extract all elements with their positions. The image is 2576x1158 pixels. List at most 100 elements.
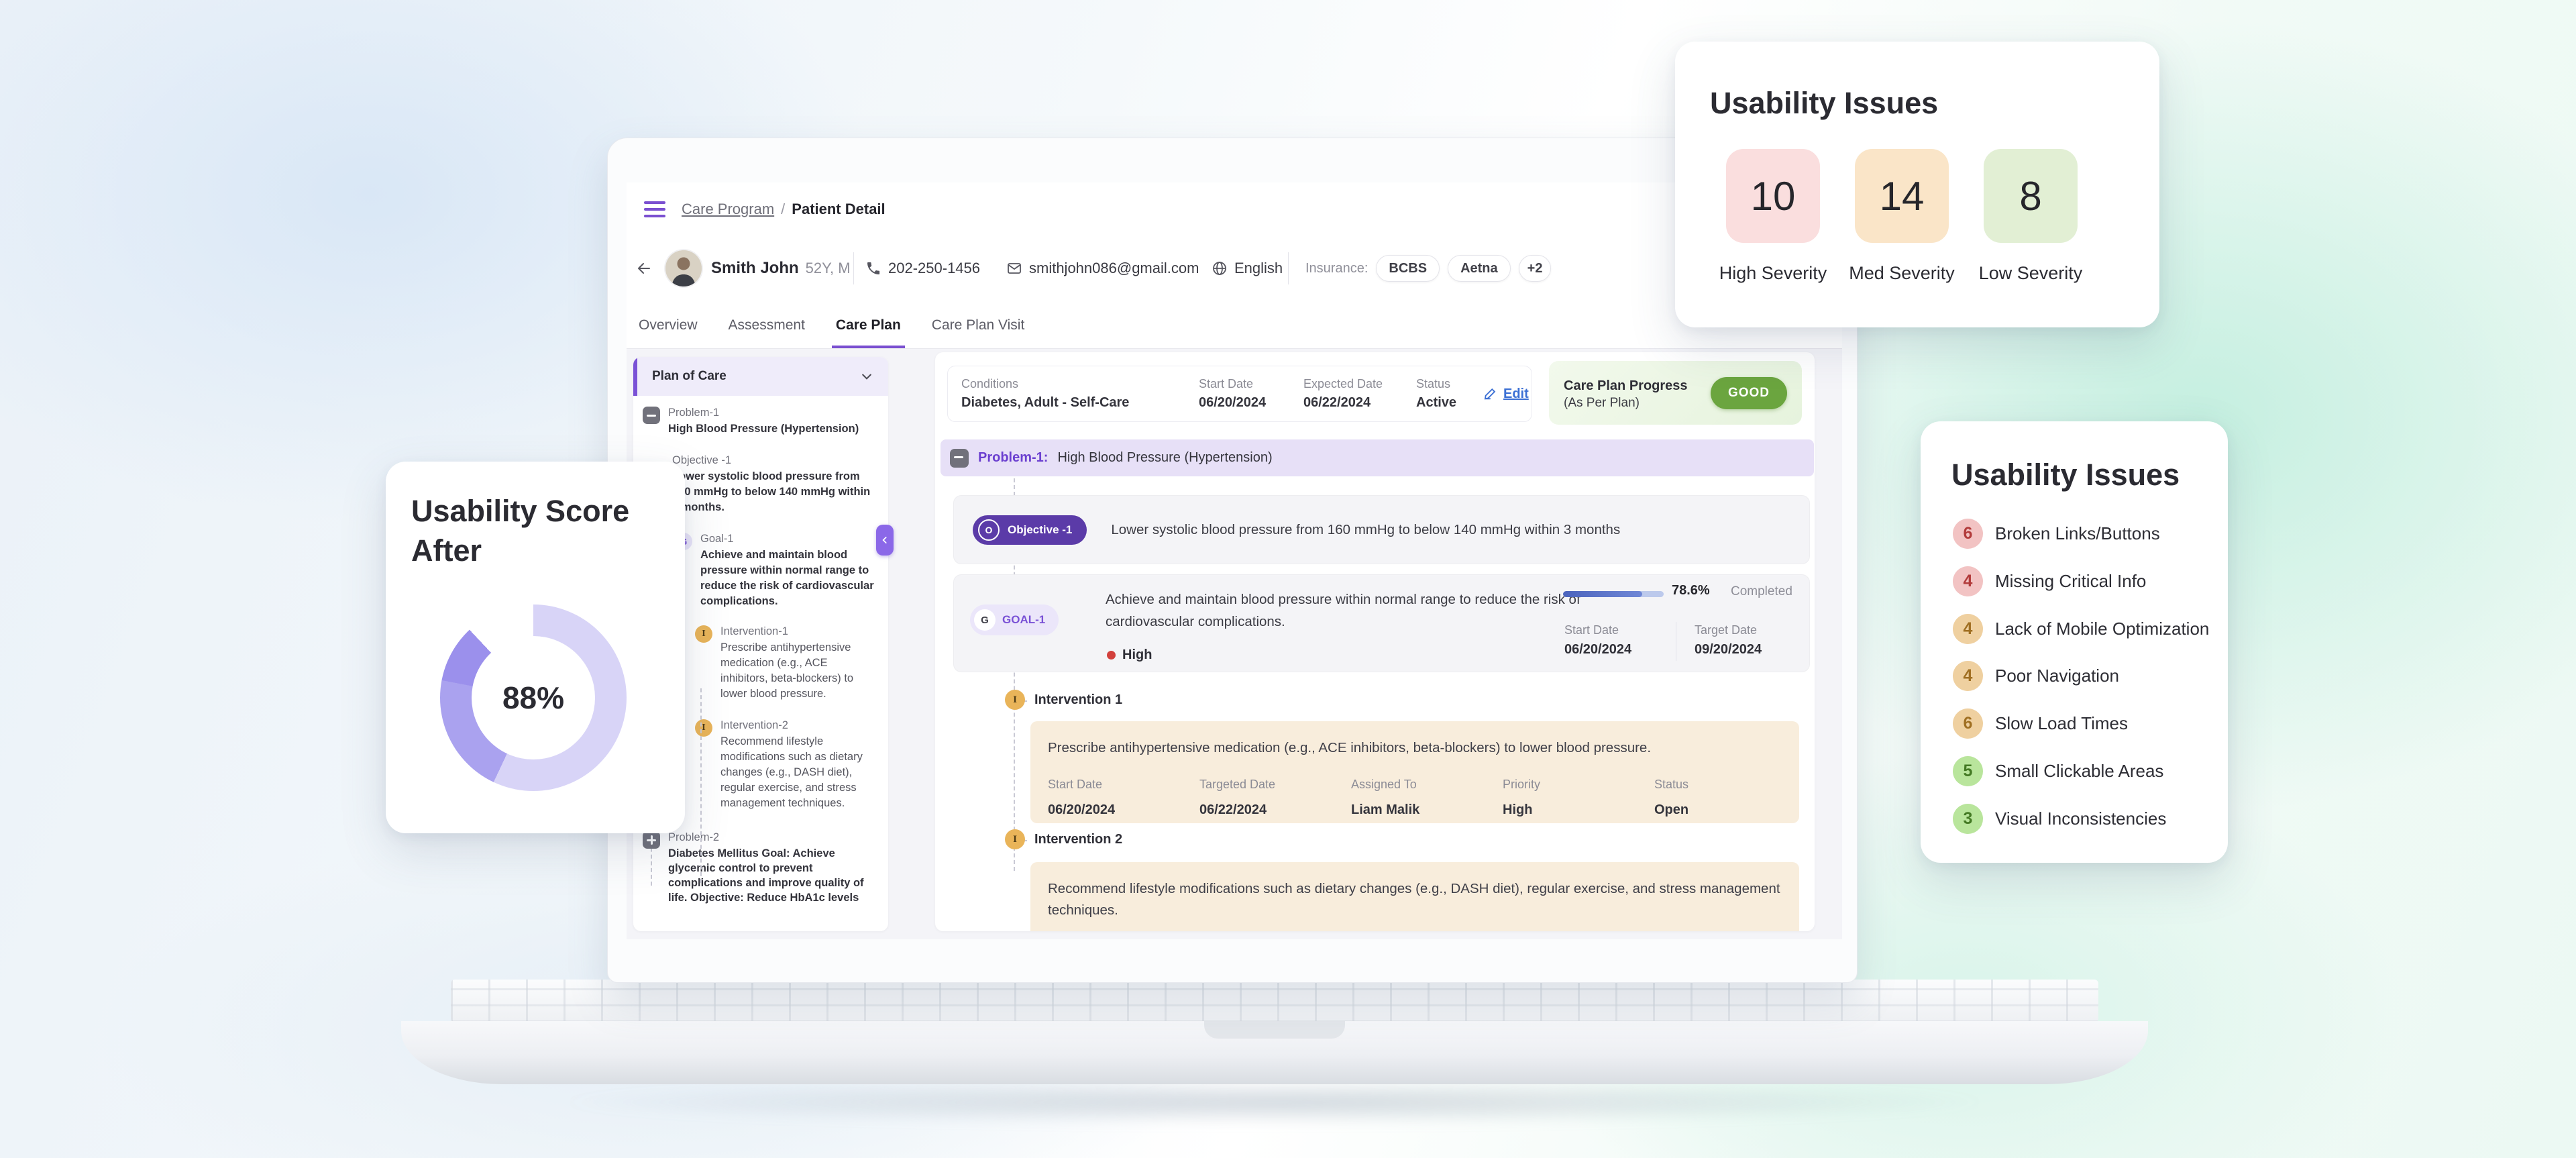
targeted-date-field: Targeted Date 06/22/2024: [1199, 774, 1351, 821]
problem-text: High Blood Pressure (Hypertension): [1057, 450, 1273, 465]
goal-tag: GOAL-1: [1002, 613, 1046, 626]
collapse-node-icon[interactable]: [643, 407, 660, 424]
goal-text: Achieve and maintain blood pressure with…: [1106, 592, 1580, 629]
intervention-badge-icon: I: [1005, 690, 1025, 710]
divider: [1288, 252, 1289, 284]
goal-start-label: Start Date: [1564, 623, 1619, 637]
issue-row: 6 Slow Load Times: [1953, 708, 2128, 739]
tab-assessment[interactable]: Assessment: [728, 317, 805, 333]
goal-card: G GOAL-1 Achieve and maintain blood pres…: [953, 574, 1810, 672]
plan-of-care-dropdown[interactable]: Plan of Care: [633, 357, 888, 396]
issue-label: Lack of Mobile Optimization: [1995, 618, 2210, 639]
assigned-to-field: Assigned To Liam Malik: [1351, 774, 1503, 821]
insurance-chip-bcbs: BCBS: [1376, 255, 1440, 282]
tree-node-tag: Problem-1: [668, 407, 720, 419]
patient-language: English: [1212, 236, 1283, 301]
severity-count: 14: [1855, 149, 1949, 243]
field-value: 06/20/2024: [1199, 395, 1267, 410]
issue-count-badge: 4: [1953, 613, 1983, 644]
app-topbar: Care Program / Patient Detail: [627, 182, 1842, 237]
field-label: Status: [1654, 778, 1689, 791]
issue-label: Slow Load Times: [1995, 713, 2128, 733]
tab-overview[interactable]: Overview: [639, 317, 698, 333]
intervention-1-header[interactable]: I Intervention 1: [1005, 690, 1122, 710]
intervention-1-card: Prescribe antihypertensive medication (e…: [1030, 721, 1799, 823]
globe-icon: [1213, 262, 1226, 275]
hamburger-menu-icon[interactable]: [644, 201, 665, 217]
issue-row: 4 Poor Navigation: [1953, 660, 2119, 691]
field-value: Active: [1416, 395, 1457, 410]
laptop-shadow: [550, 1079, 1999, 1126]
care-plan-content: Plan of Care Problem-1 High Blood Pressu…: [627, 349, 1842, 939]
breadcrumb-care-program[interactable]: Care Program: [682, 201, 775, 217]
phone-icon: [867, 262, 880, 274]
conditions-field: Conditions Diabetes, Adult - Self-Care: [961, 377, 1188, 411]
issue-label: Missing Critical Info: [1995, 570, 2147, 591]
tab-care-plan[interactable]: Care Plan: [831, 317, 905, 348]
intervention-text: Prescribe antihypertensive medication (e…: [1048, 740, 1652, 755]
field-value: 06/20/2024: [1048, 802, 1116, 817]
patient-avatar: [665, 236, 702, 301]
insurance-chip-aetna: Aetna: [1448, 255, 1511, 282]
issue-row: 3 Visual Inconsistencies: [1953, 803, 2166, 834]
tree-node-problem-2[interactable]: Problem-2 Diabetes Mellitus Goal: Achiev…: [643, 831, 876, 905]
tab-care-plan-visit[interactable]: Care Plan Visit: [931, 317, 1025, 333]
intervention-title: Intervention 1: [1034, 692, 1123, 707]
severity-tile-low: 8 Low Severity: [1967, 149, 2094, 284]
tree-node-objective-1[interactable]: Objective -1 Lower systolic blood pressu…: [672, 454, 876, 515]
insurance-group: Insurance: BCBS Aetna +2: [1305, 236, 1552, 301]
progress-subtitle: (As Per Plan): [1564, 395, 1640, 410]
issue-row: 4 Missing Critical Info: [1953, 566, 2146, 596]
field-value: High: [1503, 802, 1533, 817]
patient-phone-number: 202-250-1456: [888, 260, 981, 276]
insurance-chip-more[interactable]: +2: [1518, 255, 1552, 282]
tree-node-intervention-1[interactable]: I Intervention-1 Prescribe antihypertens…: [695, 625, 876, 702]
back-button[interactable]: [636, 236, 652, 301]
expand-node-icon[interactable]: [643, 831, 660, 849]
problem-tag: Problem-1:: [978, 450, 1049, 465]
issue-count-badge: 5: [1953, 755, 1983, 786]
issue-row: 6 Broken Links/Buttons: [1953, 518, 2160, 549]
issue-count-badge: 3: [1953, 803, 1983, 834]
intervention-text: Recommend lifestyle modifications such a…: [1048, 881, 1780, 918]
tree-node-tag: Goal-1: [700, 533, 734, 545]
goal-pill: G GOAL-1: [970, 604, 1059, 635]
intervention-badge-icon: I: [695, 625, 712, 643]
edit-button[interactable]: Edit: [1483, 386, 1529, 402]
intervention-2-header[interactable]: I Intervention 2: [1005, 829, 1122, 849]
tree-node-problem-1[interactable]: Problem-1 High Blood Pressure (Hypertens…: [643, 407, 876, 437]
issue-label: Visual Inconsistencies: [1995, 808, 2167, 829]
edit-label: Edit: [1503, 386, 1529, 401]
field-label: Start Date: [1199, 377, 1254, 390]
intervention-badge-icon: I: [695, 719, 712, 737]
laptop-screen: Care Program / Patient Detail: [607, 138, 1858, 983]
tree-node-text: Diabetes Mellitus Goal: Achieve glycemic…: [668, 847, 864, 904]
goal-target-label: Target Date: [1695, 623, 1758, 637]
severity-label: High Severity: [1719, 263, 1827, 283]
tree-node-tag: Intervention-2: [720, 719, 788, 731]
field-label: Targeted Date: [1199, 778, 1276, 791]
tree-node-goal-1[interactable]: G Goal-1 Achieve and maintain blood pres…: [675, 533, 876, 609]
usability-issues-list-card: Usability Issues 6 Broken Links/Buttons …: [1921, 421, 2228, 863]
goal-completed-label: Completed: [1731, 584, 1792, 598]
sidebar-collapse-button[interactable]: [876, 525, 894, 556]
problem-1-banner[interactable]: Problem-1: High Blood Pressure (Hyperten…: [941, 439, 1814, 476]
field-label: Expected Date: [1303, 377, 1383, 390]
pencil-icon: [1484, 388, 1496, 400]
field-label: Start Date: [1048, 778, 1103, 791]
objective-tag: Objective -1: [1008, 523, 1073, 536]
start-date-field: Start Date 06/20/2024: [1048, 774, 1199, 821]
insurance-label: Insurance:: [1305, 260, 1368, 276]
collapse-problem-icon[interactable]: [950, 448, 969, 468]
tree-node-intervention-2[interactable]: I Intervention-2 Recommend lifestyle mod…: [695, 719, 876, 811]
patient-age-sex: 52Y, M: [805, 260, 851, 276]
score-card-title: Usability Score After: [411, 494, 630, 568]
patient-language-value: English: [1234, 260, 1283, 276]
issue-count-badge: 6: [1953, 518, 1983, 549]
issues-card-title: Usability Issues: [1951, 458, 2180, 492]
field-value: Diabetes, Adult - Self-Care: [961, 395, 1130, 410]
intervention-title: Intervention 2: [1034, 831, 1123, 847]
goal-priority: High: [1107, 647, 1152, 663]
laptop-base: [401, 1021, 2148, 1084]
